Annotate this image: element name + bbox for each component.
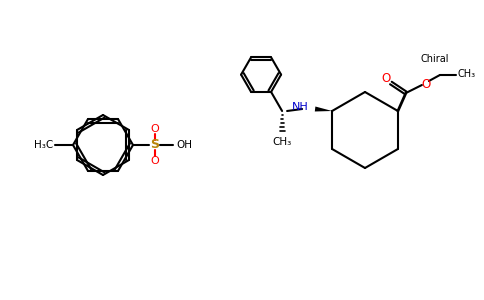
Text: OH: OH (176, 140, 192, 150)
Text: CH₃: CH₃ (458, 69, 476, 79)
Text: NH: NH (292, 102, 309, 112)
Text: O: O (381, 73, 391, 85)
Text: CH₃: CH₃ (272, 137, 292, 147)
Text: O: O (151, 156, 159, 166)
Text: O: O (151, 124, 159, 134)
Text: O: O (421, 77, 431, 91)
Text: H₃C: H₃C (34, 140, 53, 150)
Text: Chiral: Chiral (421, 54, 449, 64)
Polygon shape (315, 106, 332, 112)
Text: S: S (151, 139, 160, 152)
